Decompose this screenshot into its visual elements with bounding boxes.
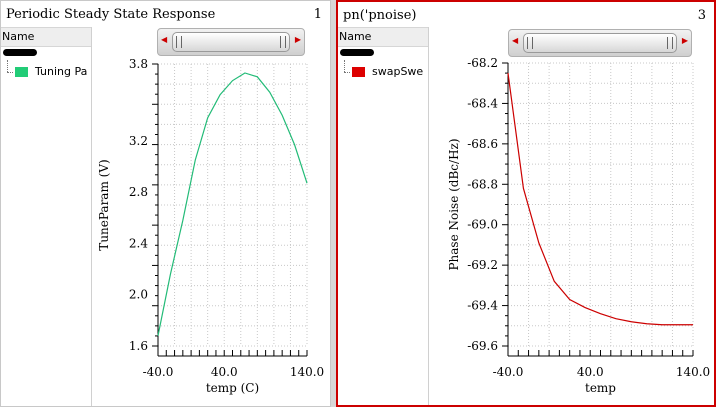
grip-icon	[280, 36, 286, 48]
phase-noise-chart[interactable]: -68.2 -68.4 -68.6 -68.8 -69.0 -69.2 -69.4 -69.6…	[338, 2, 716, 407]
x-tick-label: 140.0	[290, 365, 324, 379]
legend-color-swatch[interactable]	[352, 67, 365, 77]
y-tick-label: 2.4	[129, 236, 148, 250]
y-tick-label: -69.6	[467, 339, 498, 353]
scrollbar-thumb[interactable]	[172, 32, 290, 52]
redacted-label	[340, 49, 374, 56]
y-tick-label: 2.8	[129, 185, 148, 199]
grip-icon	[176, 36, 182, 48]
tree-connector	[7, 60, 8, 72]
legend-panel: Name Tuning Pa	[1, 27, 92, 406]
pane-number: 3	[697, 8, 706, 23]
tree-connector	[344, 72, 350, 73]
y-tick-label: -68.2	[467, 56, 498, 70]
tune-param-chart[interactable]: 1.6 2.0 2.4 2.8 3.2 3.8 -40.0 40.0 140.0 temp (C)…	[1, 1, 332, 408]
y-tick-label: -68.4	[467, 96, 498, 110]
legend-name-header[interactable]: Name	[1, 27, 91, 47]
y-tick-label: -68.6	[467, 137, 498, 151]
legend-panel: Name swapSwe	[338, 27, 429, 405]
redacted-label	[3, 49, 37, 56]
legend-entry-label[interactable]: Tuning Pa	[35, 65, 88, 78]
pane-title: pn('pnoise)	[343, 8, 417, 23]
x-tick-label: 140.0	[676, 365, 710, 379]
grip-icon	[527, 37, 533, 49]
waveform-pane-3[interactable]: pn('pnoise) 3 Name swapSwe ◀ ▶ -68.2 -68.…	[336, 0, 716, 407]
x-axis-label: temp (C)	[206, 381, 259, 395]
pane-splitter[interactable]	[331, 0, 336, 407]
y-tick-label: -69.4	[467, 299, 498, 313]
tree-connector	[344, 60, 345, 72]
scrollbar-thumb[interactable]	[523, 33, 677, 53]
y-tick-label: 1.6	[129, 339, 148, 353]
legend-name-header[interactable]: Name	[338, 27, 428, 47]
scroll-left-arrow-icon[interactable]: ◀	[161, 35, 168, 44]
y-tick-label: -68.8	[467, 177, 498, 191]
y-tick-label: 3.2	[129, 134, 148, 148]
legend-entry-label[interactable]: swapSwe	[372, 65, 424, 78]
horizontal-scrollbar[interactable]: ◀ ▶	[157, 28, 305, 56]
pane-titlebar[interactable]: pn('pnoise) 3	[338, 2, 714, 28]
y-tick-label: 3.8	[129, 57, 148, 71]
x-tick-label: -40.0	[493, 365, 524, 379]
tree-connector	[7, 72, 13, 73]
y-axis-label: TuneParam (V)	[97, 159, 111, 250]
scroll-right-arrow-icon[interactable]: ▶	[294, 35, 301, 44]
scroll-right-arrow-icon[interactable]: ▶	[681, 36, 688, 45]
pane-number: 1	[313, 7, 322, 22]
legend-color-swatch[interactable]	[15, 67, 28, 77]
y-tick-label: -69.0	[467, 218, 498, 232]
x-tick-label: 40.0	[211, 365, 238, 379]
horizontal-scrollbar[interactable]: ◀ ▶	[508, 29, 692, 57]
scroll-left-arrow-icon[interactable]: ◀	[512, 36, 519, 45]
x-axis-label: temp	[585, 381, 616, 395]
waveform-pane-1[interactable]: Periodic Steady State Response 1 Name Tu…	[0, 0, 331, 407]
series-line	[157, 72, 308, 336]
x-tick-label: -40.0	[143, 365, 174, 379]
y-tick-label: 2.0	[129, 288, 148, 302]
y-axis-label: Phase Noise (dBc/Hz)	[447, 138, 461, 270]
x-tick-label: 40.0	[577, 365, 604, 379]
series-line	[507, 73, 693, 326]
pane-titlebar[interactable]: Periodic Steady State Response 1	[1, 1, 330, 27]
pane-title: Periodic Steady State Response	[6, 7, 216, 22]
y-tick-label: -69.2	[467, 258, 498, 272]
grip-icon	[667, 37, 673, 49]
